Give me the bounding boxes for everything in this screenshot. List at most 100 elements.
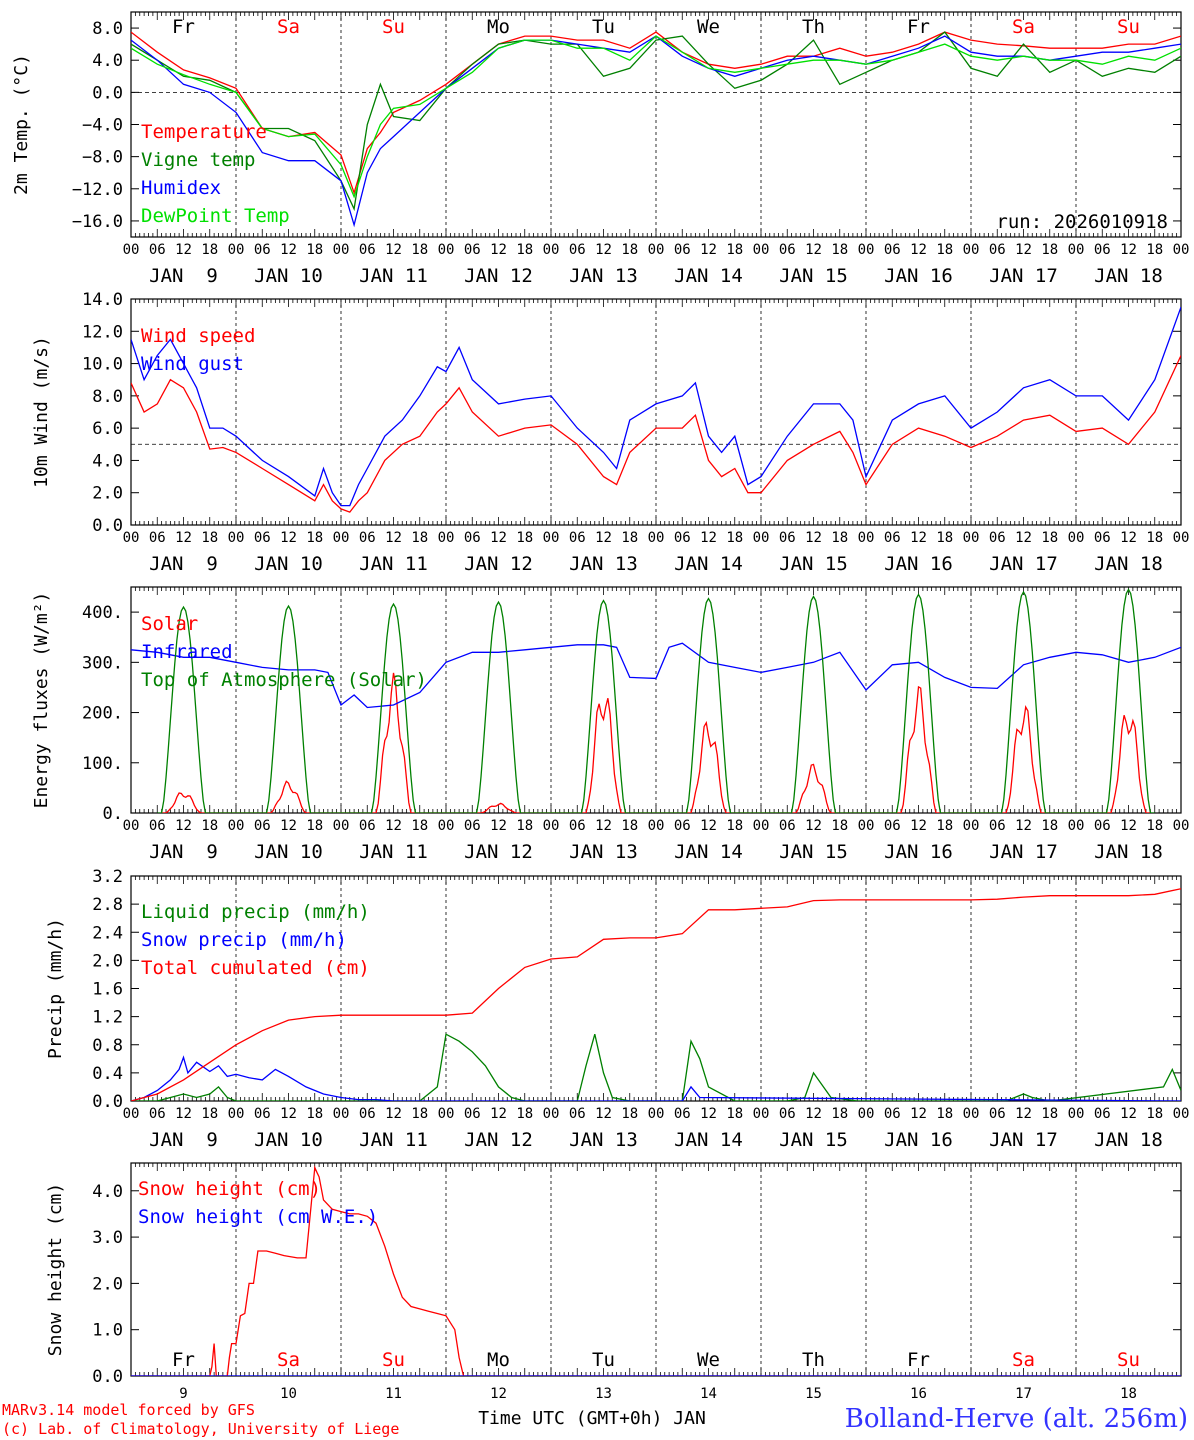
hour-tick-label: 00 xyxy=(1173,242,1190,258)
y-tick-label: 2.0 xyxy=(92,951,123,971)
hour-tick-label: 00 xyxy=(123,818,140,834)
weekday-label: Fr xyxy=(172,1349,195,1371)
y-axis-title: Energy fluxes (W/m²) xyxy=(31,592,52,809)
date-label: JAN 15 xyxy=(779,1129,848,1151)
hour-tick-label: 06 xyxy=(674,1106,691,1122)
hour-tick-label: 00 xyxy=(858,242,875,258)
hour-tick-label: 00 xyxy=(543,818,560,834)
hour-tick-label: 00 xyxy=(228,242,245,258)
legend-entry: DewPoint Temp xyxy=(141,205,290,227)
y-tick-label: 1.6 xyxy=(92,980,123,1000)
day-number-label: 18 xyxy=(1120,1386,1137,1402)
hour-tick-label: 12 xyxy=(700,530,717,546)
date-label: JAN 17 xyxy=(989,553,1058,575)
y-tick-label: 100. xyxy=(82,754,123,774)
date-label: JAN 16 xyxy=(884,1129,953,1151)
hour-tick-label: 12 xyxy=(490,818,507,834)
weekday-label: Sa xyxy=(1012,1349,1035,1371)
hour-tick-label: 06 xyxy=(464,1106,481,1122)
hour-tick-label: 00 xyxy=(228,818,245,834)
hour-tick-label: 12 xyxy=(1120,530,1137,546)
y-tick-label: 3.0 xyxy=(92,1228,123,1248)
date-label: JAN 13 xyxy=(569,841,638,863)
hour-tick-label: 00 xyxy=(1068,1106,1085,1122)
hour-tick-label: 00 xyxy=(1068,242,1085,258)
hour-tick-label: 12 xyxy=(805,530,822,546)
hour-tick-label: 00 xyxy=(648,530,665,546)
date-label: JAN 12 xyxy=(464,841,533,863)
date-label: JAN 13 xyxy=(569,553,638,575)
date-label: JAN 15 xyxy=(779,553,848,575)
hour-tick-label: 12 xyxy=(175,530,192,546)
hour-tick-label: 06 xyxy=(779,242,796,258)
hour-tick-label: 06 xyxy=(149,242,166,258)
hour-tick-label: 00 xyxy=(438,242,455,258)
hour-tick-label: 18 xyxy=(936,242,953,258)
hour-tick-label: 00 xyxy=(753,530,770,546)
weekday-label: Su xyxy=(1117,1349,1140,1371)
weekday-label: Fr xyxy=(907,1349,930,1371)
y-axis-title: 2m Temp. (°C) xyxy=(11,54,32,195)
hour-tick-label: 18 xyxy=(201,530,218,546)
series-line xyxy=(161,672,1151,813)
hour-tick-label: 12 xyxy=(1015,242,1032,258)
hour-tick-label: 00 xyxy=(753,818,770,834)
y-tick-label: 8.0 xyxy=(92,19,123,39)
date-label: JAN 16 xyxy=(884,553,953,575)
hour-tick-label: 06 xyxy=(884,530,901,546)
hour-tick-label: 12 xyxy=(385,242,402,258)
y-tick-label: 0. xyxy=(103,804,123,824)
weekday-label: Tu xyxy=(592,16,615,38)
hour-tick-label: 12 xyxy=(595,530,612,546)
hour-tick-label: 18 xyxy=(306,1106,323,1122)
hour-tick-label: 06 xyxy=(254,530,271,546)
hour-tick-label: 12 xyxy=(700,1106,717,1122)
hour-tick-label: 12 xyxy=(490,1106,507,1122)
hour-tick-label: 18 xyxy=(1146,530,1163,546)
y-tick-label: 1.2 xyxy=(92,1008,123,1028)
hour-tick-label: 18 xyxy=(831,530,848,546)
y-tick-label: 4.0 xyxy=(92,1182,123,1202)
hour-tick-label: 06 xyxy=(464,530,481,546)
hour-tick-label: 12 xyxy=(595,1106,612,1122)
hour-tick-label: 00 xyxy=(333,242,350,258)
hour-tick-label: 00 xyxy=(648,242,665,258)
hour-tick-label: 12 xyxy=(490,242,507,258)
y-tick-label: 2.8 xyxy=(92,895,123,915)
hour-tick-label: 06 xyxy=(779,530,796,546)
series-line xyxy=(131,31,1181,195)
date-label: JAN 10 xyxy=(254,1129,323,1151)
day-number-label: 17 xyxy=(1015,1386,1032,1402)
weekday-label: Th xyxy=(802,16,825,38)
hour-tick-label: 18 xyxy=(726,242,743,258)
panel-5: 0.0 1.0 2.0 3.0 4.0 Snow height (cm) 9 10 11 12 13… xyxy=(45,1162,1182,1402)
y-tick-label: 10.0 xyxy=(82,355,123,375)
date-label: JAN 18 xyxy=(1094,841,1163,863)
hour-tick-label: 06 xyxy=(254,818,271,834)
legend-entry: Solar xyxy=(141,613,198,635)
date-label: JAN 17 xyxy=(989,265,1058,287)
site-label: Bolland-Herve (alt. 256m) xyxy=(845,1404,1188,1434)
y-tick-label: 14.0 xyxy=(82,290,123,310)
hour-tick-label: 00 xyxy=(543,530,560,546)
y-tick-label: 8.0 xyxy=(92,387,123,407)
hour-tick-label: 00 xyxy=(123,530,140,546)
y-tick-label: 300. xyxy=(82,653,123,673)
weekday-label: Su xyxy=(1117,16,1140,38)
hour-tick-label: 00 xyxy=(648,1106,665,1122)
hour-tick-label: 06 xyxy=(149,530,166,546)
date-label: JAN 16 xyxy=(884,265,953,287)
date-label: JAN 14 xyxy=(674,841,743,863)
hour-tick-label: 00 xyxy=(648,818,665,834)
y-tick-label: 6.0 xyxy=(92,419,123,439)
hour-tick-label: 12 xyxy=(805,818,822,834)
series-line xyxy=(131,1165,1181,1376)
weekday-label: Th xyxy=(802,1349,825,1371)
hour-tick-label: 18 xyxy=(936,1106,953,1122)
hour-tick-label: 06 xyxy=(569,818,586,834)
hour-tick-label: 12 xyxy=(1015,818,1032,834)
hour-tick-label: 06 xyxy=(1094,1106,1111,1122)
hour-tick-label: 18 xyxy=(516,1106,533,1122)
y-tick-label: −4.0 xyxy=(82,116,123,136)
hour-tick-label: 18 xyxy=(201,818,218,834)
